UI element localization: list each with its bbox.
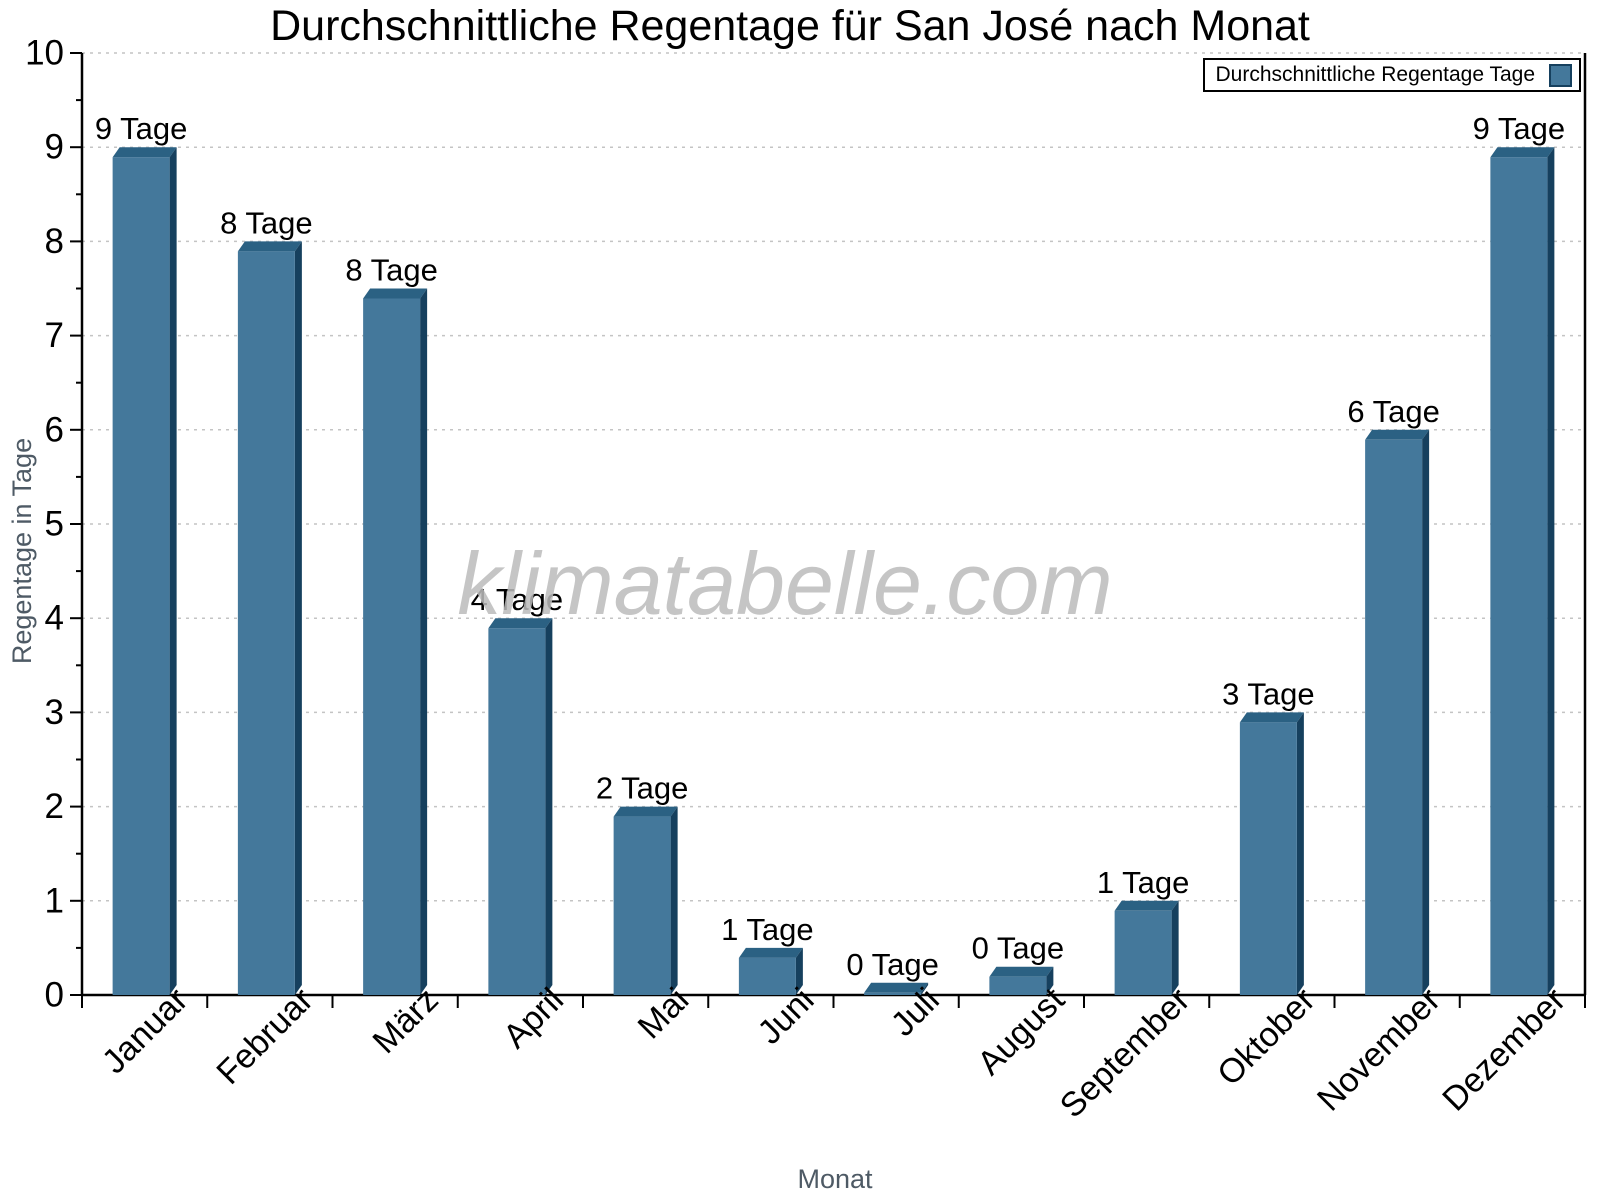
y-tick-label: 3 xyxy=(45,693,64,732)
bar xyxy=(864,992,922,995)
bar-top-face xyxy=(1490,147,1555,158)
legend-swatch-icon xyxy=(1549,63,1572,87)
bar-value-label: 9 Tage xyxy=(1473,111,1566,146)
bar-top-face xyxy=(488,618,553,629)
bar xyxy=(237,251,295,995)
bar-top-face xyxy=(1239,712,1304,723)
bar-top-face xyxy=(237,241,302,252)
x-tick-label: Februar xyxy=(209,981,320,1092)
bar-top-face xyxy=(738,947,803,958)
bar-side-face xyxy=(169,147,177,995)
bar-value-label: 3 Tage xyxy=(1222,676,1315,711)
bar-side-face xyxy=(420,288,428,995)
x-axis-title: Monat xyxy=(797,1164,873,1194)
bar-value-label: 0 Tage xyxy=(972,931,1065,966)
bar-top-face xyxy=(989,966,1054,977)
bar xyxy=(989,976,1047,995)
bar-value-label: 8 Tage xyxy=(345,253,438,288)
bar-value-label: 1 Tage xyxy=(1097,865,1190,900)
bar xyxy=(112,157,170,995)
bar-value-label: 9 Tage xyxy=(95,111,188,146)
x-tick-label: September xyxy=(1053,981,1197,1125)
legend: Durchschnittliche Regentage Tage xyxy=(1203,58,1581,92)
bar-side-face xyxy=(1296,712,1304,995)
x-tick-label: November xyxy=(1310,981,1448,1119)
bar-value-label: 4 Tage xyxy=(471,582,564,617)
y-tick-label: 10 xyxy=(25,34,64,73)
bar-side-face xyxy=(1422,429,1430,995)
bar-side-face xyxy=(921,982,929,995)
bar-top-face xyxy=(1365,429,1430,440)
y-tick-label: 0 xyxy=(45,976,64,1015)
y-tick-label: 5 xyxy=(45,505,64,544)
bar-top-face xyxy=(613,806,678,817)
bar-top-face xyxy=(1114,900,1179,911)
y-tick-label: 1 xyxy=(45,881,64,920)
bar-side-face xyxy=(1547,147,1555,995)
bar xyxy=(738,957,796,995)
chart-title: Durchschnittliche Regentage für San José… xyxy=(270,2,1310,50)
bar-side-face xyxy=(545,618,553,995)
bar xyxy=(1114,910,1172,995)
x-tick-label: Oktober xyxy=(1210,981,1322,1093)
bar xyxy=(613,816,671,995)
x-tick-label: Dezember xyxy=(1435,981,1573,1119)
y-axis-title: Regentage in Tage xyxy=(7,437,37,665)
y-tick-label: 2 xyxy=(45,787,64,826)
bar-top-face xyxy=(112,147,177,158)
bar-side-face xyxy=(670,806,678,995)
bar xyxy=(488,628,546,995)
bar-side-face xyxy=(1171,900,1179,995)
bar xyxy=(363,298,421,995)
bar-side-face xyxy=(294,241,302,995)
y-tick-label: 8 xyxy=(45,222,64,261)
bar xyxy=(1239,722,1297,995)
bar-value-label: 1 Tage xyxy=(721,912,814,947)
y-tick-label: 7 xyxy=(45,316,64,355)
bar-top-face xyxy=(864,982,929,993)
bar xyxy=(1365,439,1423,995)
y-tick-label: 9 xyxy=(45,128,64,167)
bar-top-face xyxy=(363,288,428,299)
bar-value-label: 0 Tage xyxy=(846,947,939,982)
bar xyxy=(1490,157,1548,995)
y-tick-label: 6 xyxy=(45,410,64,449)
bar-value-label: 8 Tage xyxy=(220,205,313,240)
bar-value-label: 2 Tage xyxy=(596,771,689,806)
legend-label: Durchschnittliche Regentage Tage xyxy=(1215,63,1535,86)
bar-value-label: 6 Tage xyxy=(1347,394,1440,429)
bar-side-face xyxy=(1046,966,1054,995)
y-tick-label: 4 xyxy=(45,599,64,638)
bar-side-face xyxy=(795,947,803,995)
